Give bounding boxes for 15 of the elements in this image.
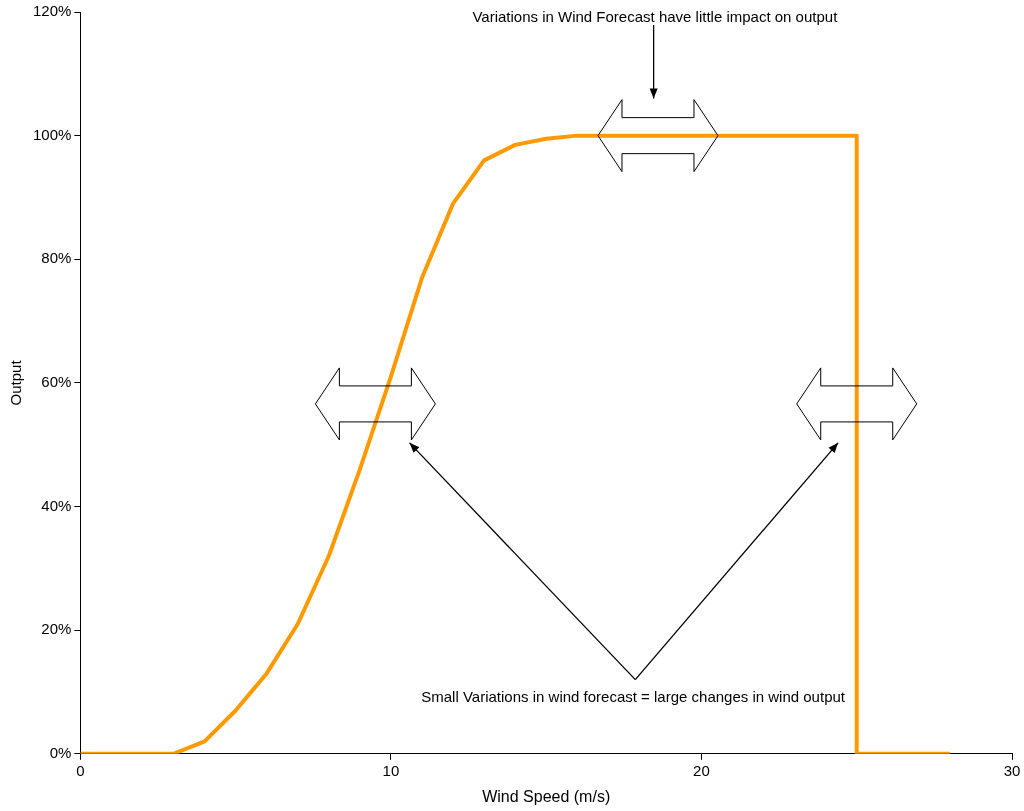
y-tick-label: 60% <box>41 373 72 391</box>
y-tick-label: 20% <box>41 620 72 638</box>
x-tick-label: 20 <box>693 761 710 779</box>
annotation: Variations in Wind Forecast have little impact on output <box>472 8 839 26</box>
x-tick-label: 10 <box>382 761 400 779</box>
y-tick-label: 80% <box>41 249 72 267</box>
annotation: Small Variations in wind forecast = large changes in wind output <box>421 688 846 706</box>
x-tick-label: 0 <box>76 761 85 779</box>
y-tick-label: 120% <box>32 2 72 20</box>
y-tick-label: 0% <box>49 743 72 761</box>
x-axis-title: Wind Speed (m/s) <box>482 787 611 805</box>
y-tick-label: 40% <box>41 496 72 514</box>
y-tick-label: 100% <box>32 125 72 143</box>
y-axis-title: Output <box>7 359 25 406</box>
x-tick-label: 30 <box>1003 761 1021 779</box>
